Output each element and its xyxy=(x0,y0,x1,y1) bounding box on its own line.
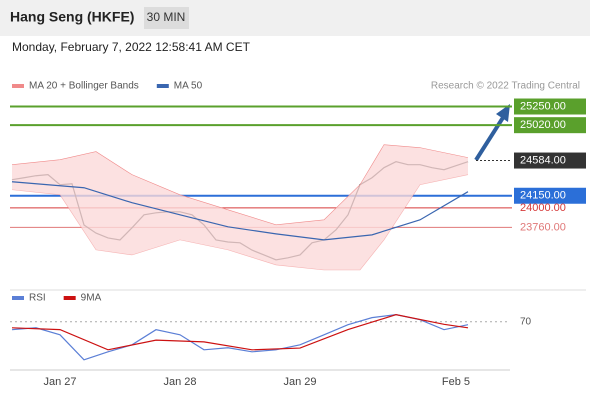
legend-swatch xyxy=(12,296,24,300)
forecast-arrow xyxy=(474,114,506,162)
band-lower xyxy=(11,174,469,271)
band-fill xyxy=(12,144,468,270)
level-label: 24584.00 xyxy=(520,154,566,166)
x-tick-label: Feb 5 xyxy=(442,376,470,388)
x-tick-label: Jan 29 xyxy=(283,376,316,388)
level-label: 25020.00 xyxy=(520,119,566,131)
forecast-arrowhead xyxy=(496,104,510,122)
legend-label: MA 50 xyxy=(174,81,203,92)
legend-swatch xyxy=(63,296,76,300)
title: Hang Seng (HKFE) xyxy=(10,9,134,25)
series-line xyxy=(11,314,469,361)
level-label: 24150.00 xyxy=(520,190,566,202)
timestamp: Monday, February 7, 2022 12:58:41 AM CET xyxy=(12,40,251,54)
header-bar xyxy=(0,0,590,36)
series-line xyxy=(11,314,469,351)
interval-button[interactable] xyxy=(144,7,189,29)
legend-swatch xyxy=(156,84,169,88)
series-line xyxy=(11,181,469,241)
y-tick-label: 70 xyxy=(520,316,532,327)
legend-label: 9MA xyxy=(81,293,102,304)
interval[interactable]: 30 MIN xyxy=(147,10,186,24)
level-label: 23760.00 xyxy=(520,221,566,233)
credit: Research © 2022 Trading Central xyxy=(431,81,580,92)
legend-label: MA 20 + Bollinger Bands xyxy=(29,81,139,92)
level-label: 24000.00 xyxy=(520,202,566,214)
level-label-box xyxy=(514,117,586,134)
band-upper xyxy=(11,144,469,226)
level-label-box xyxy=(514,187,586,204)
legend-swatch xyxy=(12,84,24,88)
x-tick-label: Jan 27 xyxy=(43,376,76,388)
x-tick-label: Jan 28 xyxy=(163,376,196,388)
legend-label: RSI xyxy=(29,293,46,304)
level-label: 25250.00 xyxy=(520,100,566,112)
level-label-box xyxy=(514,152,586,169)
level-label-box xyxy=(514,98,586,115)
